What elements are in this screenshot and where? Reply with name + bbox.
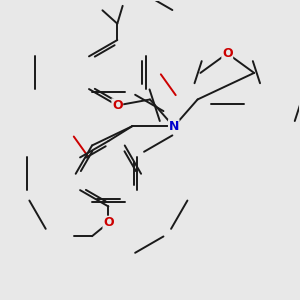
Text: O: O	[112, 99, 123, 112]
Text: O: O	[222, 47, 232, 60]
Text: N: N	[169, 120, 179, 133]
Text: O: O	[103, 216, 114, 229]
